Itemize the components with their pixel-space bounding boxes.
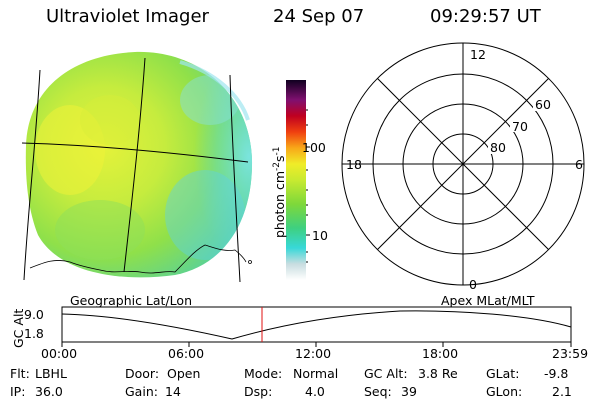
- mode-label: Mode:: [244, 366, 283, 381]
- unit-s: s: [272, 155, 288, 163]
- colorbar-unit-label: photon cm-2s-1: [272, 147, 287, 238]
- coast-dot: [248, 260, 252, 264]
- geographic-caption: Geographic Lat/Lon: [70, 293, 192, 308]
- glon-label: GLon:: [486, 384, 523, 399]
- mlt-18-label: 18: [346, 157, 362, 172]
- mode-value: Normal: [293, 366, 339, 381]
- polar-plot: [341, 42, 585, 286]
- colorbar-ticks: [306, 109, 310, 263]
- mlat-70-label: 70: [512, 119, 528, 134]
- unit-exp2: -1: [272, 146, 282, 156]
- orbit-x-tick-4: 23:59: [552, 346, 589, 361]
- unit-exp1: -2: [272, 162, 282, 171]
- polar-label-bg: [468, 50, 551, 154]
- coastline: [29, 244, 247, 274]
- mlat-60-label: 60: [535, 97, 551, 112]
- mlt-0-label: 0: [469, 277, 477, 292]
- flt-value: LBHL: [35, 366, 67, 381]
- dsp-label: Dsp:: [244, 384, 273, 399]
- gcalt-value: 3.8 Re: [418, 366, 458, 381]
- ip-label: IP:: [10, 384, 26, 399]
- glon-value: 2.1: [552, 384, 572, 399]
- glat-value: -9.8: [544, 366, 569, 381]
- dsp-value: 4.0: [305, 384, 325, 399]
- apex-caption: Apex MLat/MLT: [441, 293, 535, 308]
- date-label: 24 Sep 07: [273, 6, 365, 27]
- colorbar-tick-10: 10: [312, 228, 328, 243]
- mlat-80-label: 80: [490, 140, 506, 155]
- orbit-plot: [61, 306, 572, 347]
- orbit-x-tick-0: 00:00: [41, 346, 78, 361]
- orbit-y-top: 9.0: [24, 307, 44, 322]
- mlt-12-label: 12: [470, 47, 486, 62]
- orbit-x-tick-2: 12:00: [295, 346, 332, 361]
- colorbar: [286, 80, 306, 280]
- gain-value: 14: [165, 384, 181, 399]
- earth-image: [25, 51, 253, 278]
- orbit-y-bottom: 1.8: [24, 326, 44, 341]
- seq-label: Seq:: [364, 384, 392, 399]
- ip-value: 36.0: [35, 384, 63, 399]
- colorbar-tick-100: 100: [302, 140, 326, 155]
- instrument-title: Ultraviolet Imager: [46, 6, 209, 27]
- time-label: 09:29:57 UT: [430, 6, 541, 27]
- door-label: Door:: [125, 366, 160, 381]
- flt-label: Flt:: [10, 366, 30, 381]
- glat-label: GLat:: [486, 366, 520, 381]
- orbit-x-tick-3: 18:00: [422, 346, 459, 361]
- orbit-x-tick-1: 06:00: [168, 346, 205, 361]
- unit-text: photon cm: [272, 171, 288, 238]
- door-value: Open: [167, 366, 201, 381]
- seq-value: 39: [401, 384, 417, 399]
- gain-label: Gain:: [125, 384, 158, 399]
- geo-grid: [21, 57, 249, 283]
- mlt-6-label: 6: [575, 157, 583, 172]
- gcalt-label: GC Alt:: [364, 366, 408, 381]
